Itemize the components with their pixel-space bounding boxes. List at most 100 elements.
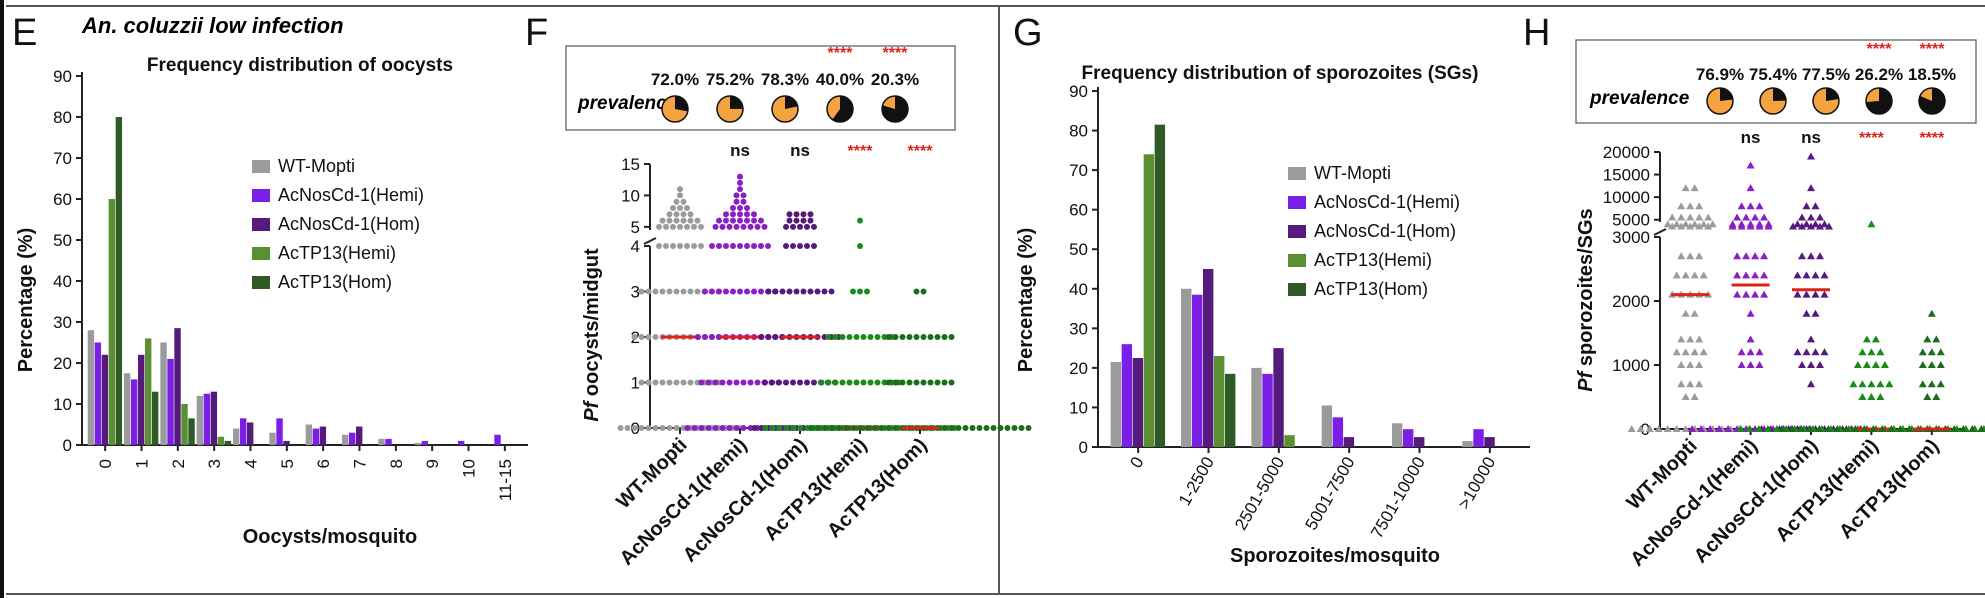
- data-point: [1918, 348, 1927, 356]
- bar: [1132, 358, 1144, 447]
- data-point: [737, 288, 743, 295]
- data-point: [1820, 348, 1829, 356]
- data-point: [1690, 271, 1699, 279]
- data-point: [751, 217, 757, 224]
- data-point: [670, 223, 676, 230]
- y-tick-label: 10: [621, 186, 640, 205]
- data-point: [804, 223, 810, 230]
- data-point: [1816, 361, 1824, 368]
- data-point: [719, 425, 726, 431]
- bar: [87, 330, 95, 445]
- data-point: [807, 288, 814, 295]
- data-point: [751, 211, 757, 218]
- prevalence-value: 76.9%: [1696, 65, 1744, 84]
- data-point: [1927, 348, 1936, 356]
- data-point: [652, 425, 659, 431]
- data-point: [874, 334, 881, 340]
- data-point: [1755, 202, 1764, 210]
- bar: [356, 426, 363, 445]
- data-point: [793, 211, 800, 218]
- data-point: [1737, 361, 1746, 368]
- bar: [240, 418, 247, 445]
- x-tick-label: 1-2500: [1175, 454, 1218, 509]
- data-point: [1686, 222, 1695, 230]
- legend-entry: AcNosCd-1(Hemi): [1314, 192, 1460, 212]
- data-point: [1807, 380, 1815, 388]
- data-point: [747, 379, 754, 386]
- significance-label: ns: [1801, 128, 1821, 147]
- data-point: [691, 223, 697, 230]
- bar: [1154, 124, 1166, 447]
- data-point: [1697, 425, 1706, 432]
- data-point: [990, 425, 997, 431]
- bar: [305, 424, 313, 445]
- y-tick-label: 0: [1641, 420, 1650, 439]
- bar: [217, 436, 225, 445]
- prevalence-pie-slice: [832, 96, 854, 122]
- bar: [138, 354, 145, 445]
- data-point: [1788, 425, 1797, 432]
- data-point: [758, 217, 764, 224]
- data-point: [797, 223, 803, 230]
- y-tick-label: 3: [631, 283, 640, 302]
- bar: [210, 391, 218, 445]
- bar: [145, 338, 152, 445]
- data-point: [1681, 348, 1690, 356]
- data-point: [1627, 425, 1636, 432]
- data-point: [719, 223, 726, 230]
- data-point: [790, 243, 796, 249]
- data-point: [800, 288, 807, 295]
- y-tick-label: 5: [631, 218, 640, 237]
- bar: [1484, 437, 1495, 447]
- data-point: [1793, 220, 1802, 228]
- data-point: [645, 288, 652, 295]
- prevalence-pie-slice: [1919, 88, 1946, 114]
- data-point: [659, 379, 666, 386]
- data-point: [1820, 271, 1829, 279]
- data-point: [723, 288, 729, 295]
- prevalence-pie-slice: [1773, 88, 1786, 101]
- y-tick-label: 10: [1069, 398, 1088, 417]
- data-point: [1695, 252, 1704, 260]
- data-point: [702, 334, 708, 340]
- data-point: [955, 425, 962, 431]
- data-point: [1807, 222, 1815, 230]
- data-point: [1677, 335, 1686, 343]
- data-point: [740, 192, 747, 199]
- data-point: [885, 379, 892, 386]
- data-point: [1802, 202, 1811, 210]
- data-point: [1807, 184, 1815, 192]
- bar: [1121, 344, 1133, 447]
- prevalence-value: 40.0%: [816, 70, 864, 89]
- data-point: [857, 243, 863, 249]
- data-point: [976, 425, 983, 431]
- data-point: [807, 217, 814, 224]
- data-point: [1851, 425, 1860, 432]
- data-point: [652, 288, 659, 295]
- data-point: [1798, 222, 1806, 230]
- data-point: [1816, 213, 1824, 221]
- panel-letter-h: H: [1523, 12, 1550, 54]
- data-point: [821, 288, 828, 295]
- data-point: [1742, 213, 1751, 221]
- data-point: [1950, 425, 1959, 432]
- legend-entry: AcNosCd-1(Hom): [1314, 221, 1456, 241]
- data-point: [1708, 220, 1717, 228]
- data-point: [808, 425, 815, 431]
- data-point: [1737, 202, 1746, 210]
- data-point: [822, 425, 829, 431]
- bar: [181, 404, 188, 445]
- data-point: [828, 288, 835, 295]
- data-point: [1755, 220, 1764, 228]
- x-tick-label: 10: [460, 459, 479, 478]
- bar: [385, 438, 392, 445]
- data-point: [857, 288, 863, 295]
- data-point: [737, 186, 743, 193]
- data-point: [1760, 290, 1769, 298]
- data-point: [744, 288, 750, 295]
- data-point: [687, 379, 694, 386]
- data-point: [1842, 425, 1851, 432]
- bar: [319, 426, 327, 445]
- bar: [152, 391, 159, 445]
- data-point: [1636, 425, 1645, 432]
